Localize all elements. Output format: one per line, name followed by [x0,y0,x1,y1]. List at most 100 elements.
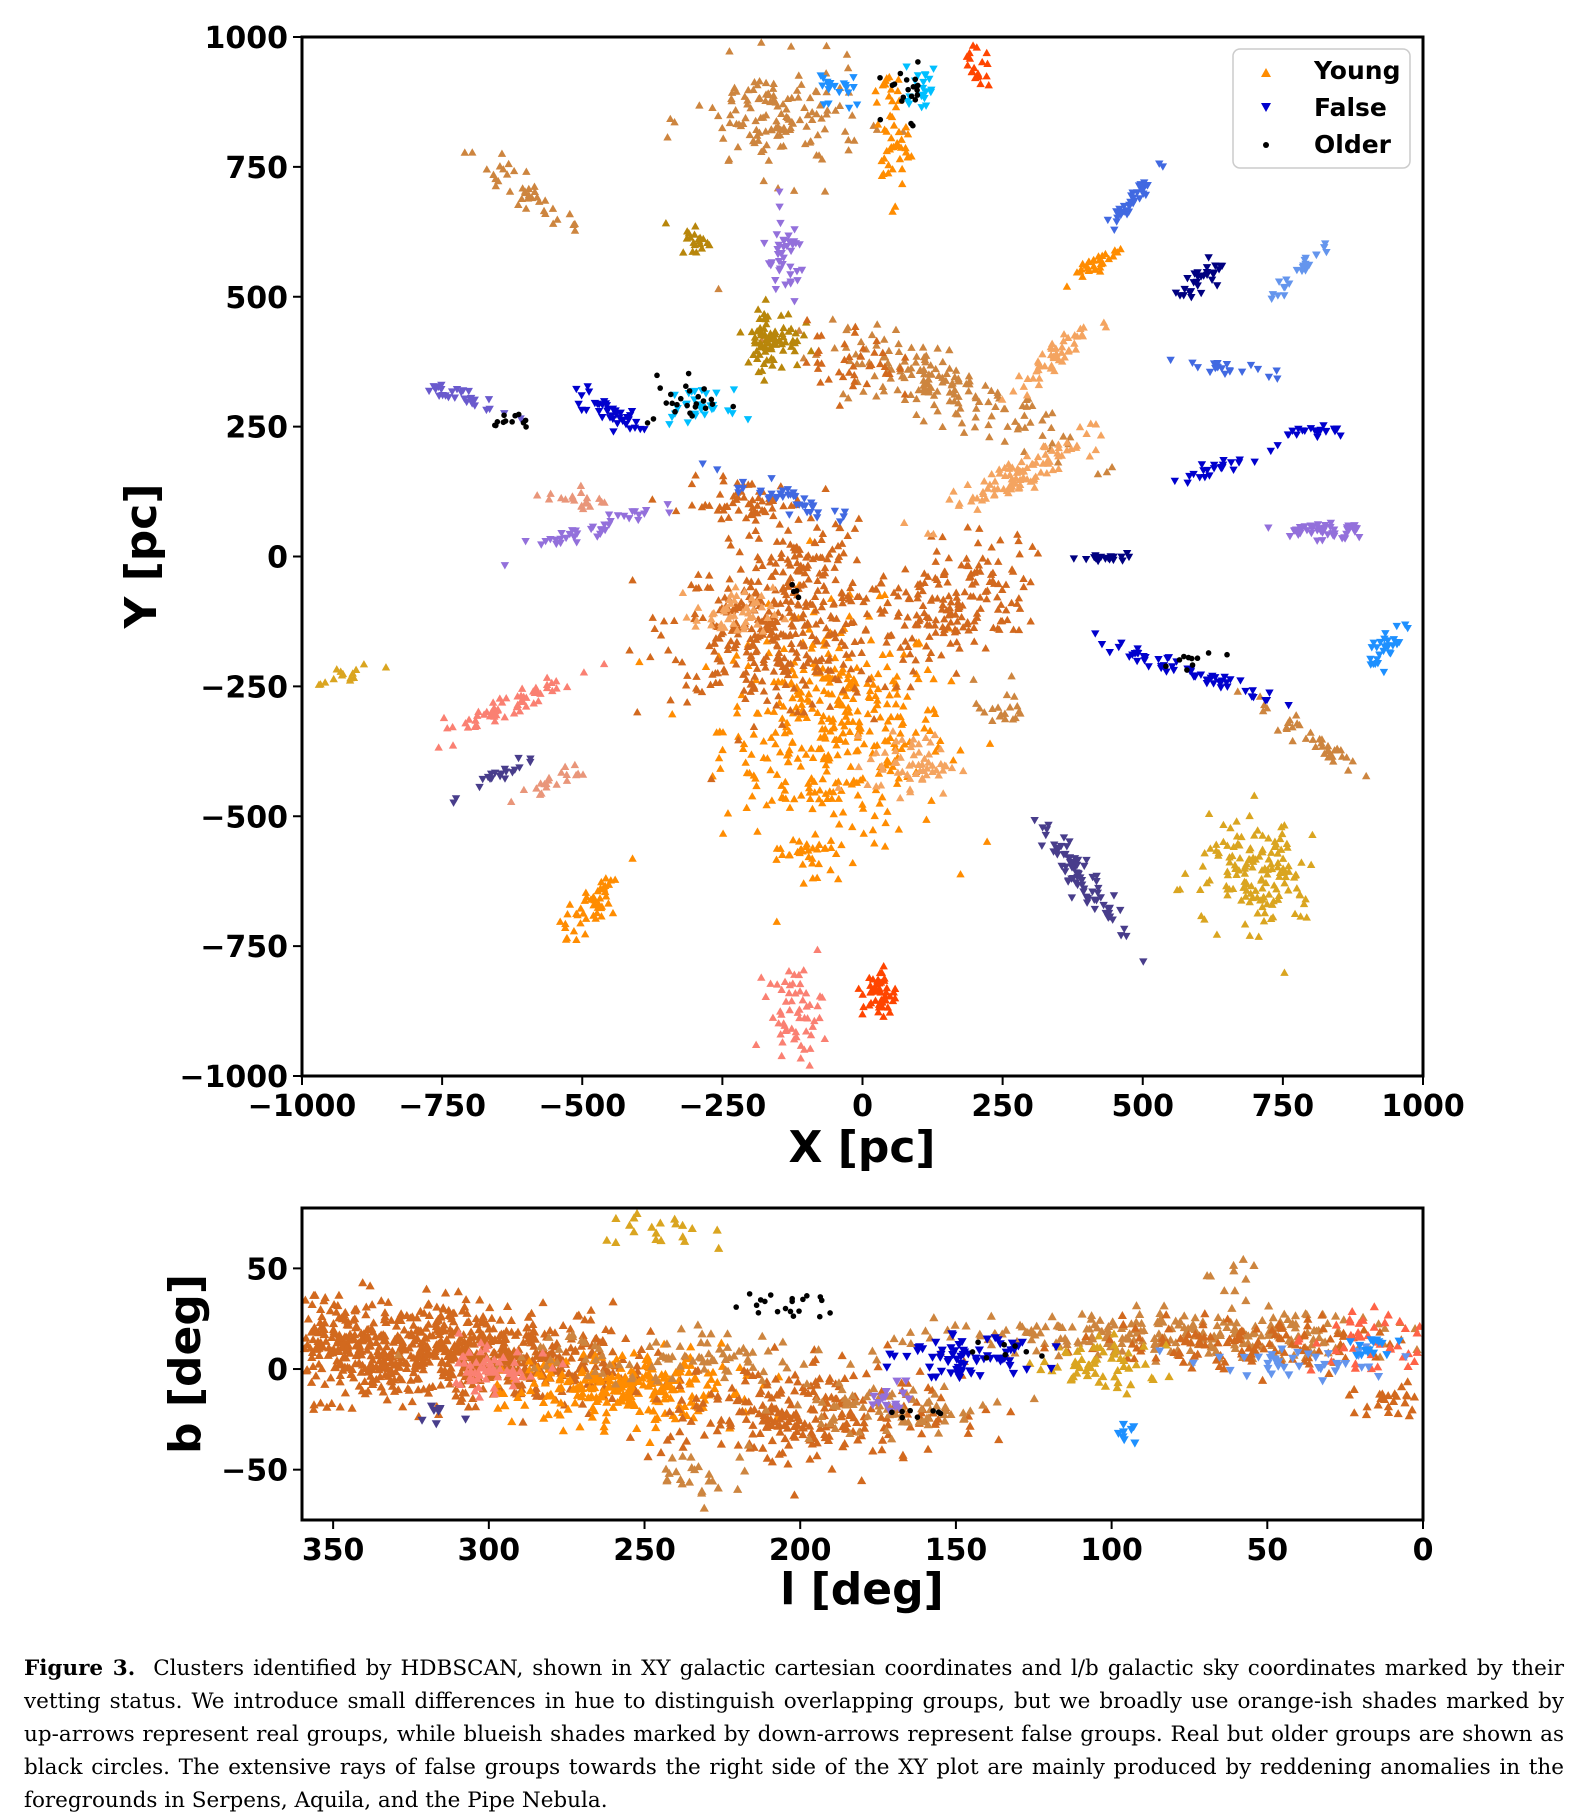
xy-young-point [840,340,848,347]
xy-young-point [708,104,716,111]
lb-young-point [704,1349,713,1357]
xy-young-point [876,360,884,367]
xy-false-point [775,189,783,196]
lb-young-point [978,1401,987,1409]
xy-older-point [1206,650,1212,656]
xy-young-point [1001,437,1009,444]
xy-young-point [939,358,947,365]
lb-young-point [626,1433,635,1441]
xy-young-point [747,750,755,757]
xy-young-point [879,651,887,658]
xy-young-point [670,617,678,624]
xy-young-point [895,348,903,355]
xy-young-point [1094,470,1102,477]
xy-false-point [744,416,752,423]
xy-young-point [561,763,569,770]
lb-young-point [941,1402,950,1410]
xy-young-point [744,358,752,365]
xy-young-point [907,343,915,350]
xy-young-point [777,1052,785,1059]
xy-young-point [668,710,676,717]
xy-false-point [572,386,580,393]
xy-young-point [1278,830,1286,837]
lb-young-point [706,1419,715,1427]
lb-young-point [1032,1346,1041,1354]
xy-young-point [906,650,914,657]
xy-older-point [501,412,507,418]
xy-false-point [613,420,621,427]
lb-young-point [849,1371,858,1379]
xy-x-tick-label: 250 [971,1089,1034,1124]
xy-false-point [1280,284,1288,291]
xy-young-point [871,87,879,94]
xy-young-point [873,98,881,105]
xy-false-point [1053,851,1061,858]
xy-young-point [762,295,770,302]
xy-young-point [726,119,734,126]
xy-young-point [799,996,807,1003]
xy-young-point [489,698,497,705]
lb-young-point [675,1342,684,1350]
xy-young-point [1253,909,1261,916]
xy-young-point [952,366,960,373]
xy-young-point [844,532,852,539]
xy-false-point [1213,282,1221,289]
xy-young-point [687,581,695,588]
xy-young-point [725,575,733,582]
xy-older-point [709,397,715,403]
xy-young-point [1307,861,1315,868]
xy-young-point [908,634,916,641]
xy-young-point [600,660,608,667]
xy-young-point [858,360,866,367]
xy-false-point [451,394,459,401]
xy-young-point [776,1007,784,1014]
lb-young-point [959,1408,968,1416]
xy-young-point [1007,672,1015,679]
xy-older-point [672,409,678,415]
xy-young-point [748,792,756,799]
lb-young-point [993,1397,1002,1405]
xy-older-point [651,416,657,422]
xy-false-point [902,64,910,71]
xy-young-point [719,134,727,141]
xy-young-point [938,533,946,540]
lb-young-point [1135,1310,1144,1318]
xy-young-point [823,767,831,774]
xy-young-point [714,285,722,292]
xy-young-point [779,346,787,353]
xy-young-point [883,700,891,707]
xy-young-point [522,167,530,174]
xy-young-point [717,515,725,522]
xy-false-point [1265,374,1273,381]
xy-young-point [898,180,906,187]
xy-young-point [501,713,509,720]
xy-young-point [1288,737,1296,744]
xy-young-point [891,202,899,209]
xy-young-point [803,316,811,323]
xy-young-point [900,621,908,628]
lb-young-point [783,1459,792,1467]
lb-young-point [377,1382,386,1390]
xy-x-tick-label: −750 [398,1089,486,1124]
xy-young-point [1253,826,1261,833]
xy-young-point [919,343,927,350]
xy-young-point [885,92,893,99]
xy-young-point [994,557,1002,564]
xy-false-point [1284,432,1292,439]
xy-older-point [1186,655,1192,661]
xy-false-point [572,539,580,546]
xy-young-point [715,754,723,761]
lb-young-point [677,1396,686,1404]
xy-young-point [553,215,561,222]
xy-young-point [724,534,732,541]
xy-false-point [1250,459,1258,466]
xy-false-point [1194,364,1202,371]
xy-young-point [987,412,995,419]
xy-y-tick-label: 250 [225,411,288,446]
lb-young-point [784,1396,793,1404]
xy-young-point [841,127,849,134]
xy-young-point [1297,858,1305,865]
xy-young-point [991,403,999,410]
xy-young-point [1303,913,1311,920]
